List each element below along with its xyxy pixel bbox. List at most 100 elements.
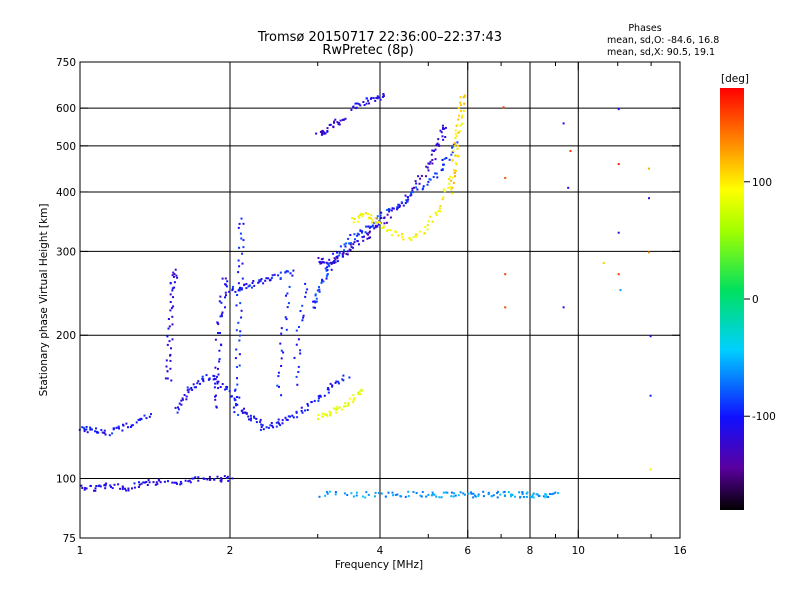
echo-point	[371, 221, 373, 224]
y-tick-label: 200	[56, 330, 76, 342]
echo-point	[457, 106, 460, 109]
echo-point	[522, 496, 525, 498]
echo-point	[536, 493, 539, 496]
echo-point	[225, 294, 227, 297]
echo-point	[463, 94, 466, 97]
echo-point	[349, 249, 352, 251]
echo-point	[117, 425, 120, 428]
echo-point	[235, 404, 237, 407]
echo-point	[83, 428, 86, 431]
echo-point	[145, 417, 148, 420]
echo-point	[497, 490, 499, 493]
echo-point	[98, 484, 101, 487]
echo-point	[219, 386, 222, 388]
echo-point	[288, 285, 291, 288]
echo-point	[413, 186, 415, 189]
echo-point	[456, 141, 459, 144]
echo-point	[442, 163, 445, 166]
echo-point	[284, 271, 287, 274]
echo-point	[343, 249, 346, 252]
echo-point	[117, 483, 120, 486]
echo-point	[328, 124, 331, 126]
echo-point	[400, 201, 403, 204]
colorbar	[720, 88, 744, 510]
echo-point	[361, 495, 364, 498]
echo-point	[454, 132, 457, 135]
echo-point	[362, 213, 365, 216]
echo-point	[331, 385, 334, 388]
echo-point	[359, 393, 362, 396]
echo-point	[296, 383, 299, 386]
echo-point	[374, 99, 377, 102]
echo-point	[407, 196, 409, 199]
echo-point	[378, 492, 380, 495]
echo-point	[441, 159, 444, 161]
echo-point	[429, 215, 432, 218]
echo-point	[346, 253, 349, 256]
echo-point	[388, 210, 391, 213]
echo-point	[319, 262, 322, 265]
echo-point	[232, 406, 235, 409]
y-tick-label: 750	[56, 57, 76, 69]
echo-point	[353, 218, 356, 220]
echo-point	[427, 220, 430, 223]
echo-point	[318, 495, 321, 498]
echo-point	[490, 495, 493, 498]
echo-point	[357, 391, 360, 394]
echo-point	[119, 487, 122, 490]
echo-point	[121, 488, 124, 491]
echo-point	[217, 367, 219, 370]
echo-point	[461, 114, 464, 117]
echo-point	[380, 492, 383, 495]
echo-point	[336, 251, 338, 254]
echo-point	[259, 420, 262, 423]
echo-point	[300, 409, 303, 412]
echo-point	[352, 106, 354, 109]
x-tick-label: 10	[572, 545, 585, 557]
echo-point	[169, 309, 172, 312]
echo-point	[127, 487, 130, 490]
echo-point	[235, 329, 238, 332]
echo-point	[492, 494, 495, 497]
echo-point	[171, 287, 174, 290]
echo-point	[373, 227, 376, 230]
echo-point	[398, 206, 401, 208]
echo-point	[143, 481, 146, 484]
echo-point	[454, 169, 457, 172]
echo-point	[347, 403, 350, 406]
echo-point	[317, 395, 320, 398]
echo-point	[104, 483, 106, 486]
axis-ticks: 1 2 4 6 8 10 16 75 100 200 300 400 500 600 750	[56, 57, 687, 557]
echo-point	[170, 379, 173, 382]
scatter-point	[504, 273, 507, 276]
echo-point	[462, 96, 465, 99]
echo-point	[456, 145, 459, 148]
echo-point	[425, 165, 428, 168]
echo-point	[530, 496, 532, 499]
echo-point	[354, 238, 356, 241]
echo-point	[318, 290, 321, 293]
echo-point	[321, 415, 324, 418]
scatter-point	[617, 108, 620, 111]
echo-point	[184, 479, 187, 482]
echo-point	[367, 213, 370, 215]
echo-point	[236, 383, 239, 386]
echo-point	[430, 494, 433, 497]
echo-point	[250, 417, 252, 420]
echo-point	[240, 217, 243, 220]
echo-point	[416, 233, 419, 236]
echo-point	[380, 211, 383, 214]
echo-point	[325, 277, 328, 280]
echo-point	[429, 160, 432, 163]
echo-point	[367, 493, 370, 496]
echo-point	[396, 493, 399, 496]
echo-point	[463, 95, 466, 98]
echo-point	[278, 385, 280, 388]
echo-point	[180, 482, 183, 485]
echo-point	[342, 251, 345, 254]
echo-point	[280, 349, 283, 352]
echo-point	[278, 422, 281, 425]
echo-point	[365, 102, 368, 105]
echo-point	[271, 424, 274, 427]
